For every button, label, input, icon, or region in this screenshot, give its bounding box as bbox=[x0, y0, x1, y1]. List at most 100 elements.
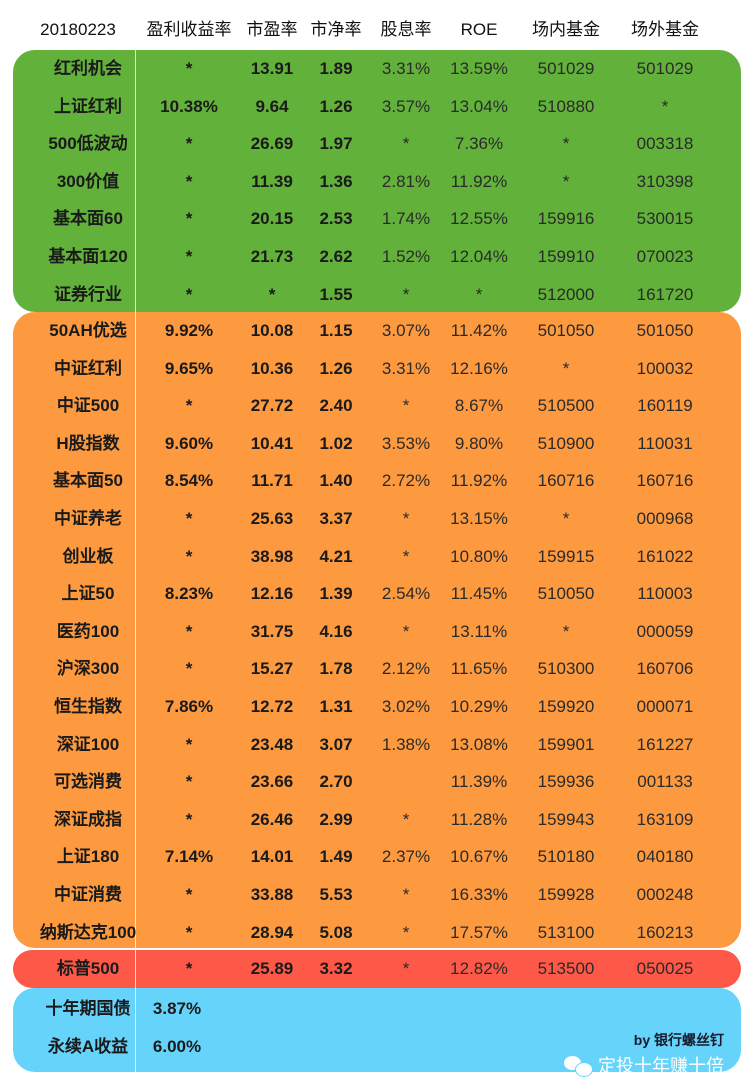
cell-roe: 11.92% bbox=[450, 171, 508, 191]
table-row: 深证100 * 23.48 3.07 1.38% 13.08% 159901 161227 bbox=[0, 726, 756, 764]
cell-exchange-fund: 510500 bbox=[537, 396, 595, 416]
date-header: 20180223 bbox=[40, 20, 116, 39]
table-row: 十年期国债 3.87% bbox=[0, 990, 756, 1028]
cell-otc-fund: 040180 bbox=[636, 847, 694, 867]
cell-otc-fund: 161022 bbox=[636, 546, 694, 566]
cell-pe: * bbox=[268, 284, 276, 304]
col-header-dividend-yield: 股息率 bbox=[380, 20, 432, 39]
cell-pb: 1.78 bbox=[319, 659, 353, 679]
watermark-brand: 定投十年赚十倍 bbox=[564, 1052, 724, 1078]
table-row: 中证500 * 27.72 2.40 * 8.67% 510500 160119 bbox=[0, 387, 756, 425]
table-row: 上证50 8.23% 12.16 1.39 2.54% 11.45% 510050 11000… bbox=[0, 575, 756, 613]
cell-pb: 3.32 bbox=[319, 959, 353, 978]
cell-index-name: 50AH优选 bbox=[49, 321, 127, 340]
cell-pb: 1.31 bbox=[319, 697, 353, 716]
cell-otc-fund: 160119 bbox=[637, 396, 693, 416]
cell-pb: 2.99 bbox=[319, 809, 353, 829]
col-header-roe: ROE bbox=[460, 20, 498, 39]
cell-roe: 10.80% bbox=[450, 546, 508, 566]
cell-pb: 1.89 bbox=[319, 59, 353, 78]
cell-otc-fund: 000968 bbox=[636, 509, 694, 528]
cell-pb: 3.07 bbox=[319, 734, 353, 754]
table-row: 500低波动 * 26.69 1.97 * 7.36% * 003318 bbox=[0, 125, 756, 163]
cell-earnings-yield: 9.92% bbox=[164, 321, 214, 340]
cell-pb: 1.55 bbox=[319, 284, 353, 304]
table-row: 上证红利 10.38% 9.64 1.26 3.57% 13.04% 510880 * bbox=[0, 88, 756, 126]
cell-index-name: 深证100 bbox=[56, 734, 120, 754]
cell-otc-fund: 050025 bbox=[636, 959, 694, 978]
cell-dividend-yield: 2.81% bbox=[381, 171, 431, 191]
cell-pe: 9.64 bbox=[255, 96, 289, 116]
cell-earnings-yield: * bbox=[185, 59, 193, 78]
cell-pb: 5.53 bbox=[319, 885, 353, 904]
cell-exchange-fund: * bbox=[562, 358, 570, 378]
cell-otc-fund: 003318 bbox=[636, 134, 694, 154]
cell-dividend-yield: * bbox=[402, 809, 410, 829]
cell-dividend-yield: * bbox=[402, 134, 410, 154]
cell-exchange-fund: 510180 bbox=[537, 847, 595, 867]
cell-earnings-yield: 10.38% bbox=[160, 96, 218, 116]
cell-dividend-yield: * bbox=[402, 284, 410, 304]
cell-index-name: 基本面120 bbox=[48, 247, 128, 266]
cell-otc-fund: 161720 bbox=[636, 284, 694, 304]
cell-earnings-yield: * bbox=[185, 171, 193, 191]
cell-dividend-yield: 3.31% bbox=[381, 59, 431, 78]
cell-otc-fund: 000248 bbox=[636, 885, 694, 904]
cell-earnings-yield: * bbox=[185, 247, 193, 266]
cell-roe: 11.45% bbox=[450, 584, 508, 604]
cell-dividend-yield: * bbox=[402, 885, 410, 904]
cell-roe: 12.82% bbox=[450, 959, 508, 978]
cell-pb: 1.15 bbox=[319, 321, 353, 340]
cell-exchange-fund: 159936 bbox=[537, 772, 595, 792]
table-row: 深证成指 * 26.46 2.99 * 11.28% 159943 163109 bbox=[0, 801, 756, 839]
cell-index-name: 纳斯达克100 bbox=[39, 922, 137, 942]
cell-index-name: 基本面50 bbox=[53, 471, 123, 491]
cell-roe: 17.57% bbox=[450, 922, 508, 942]
cell-exchange-fund: * bbox=[562, 621, 570, 641]
cell-pe: 23.48 bbox=[250, 734, 294, 754]
cell-roe: 11.28% bbox=[450, 809, 508, 829]
cell-exchange-fund: 510880 bbox=[537, 96, 595, 116]
cell-index-name: 基本面60 bbox=[53, 209, 123, 229]
cell-pe: 11.71 bbox=[251, 471, 293, 491]
cell-earnings-yield: 6.00% bbox=[152, 1036, 202, 1056]
cell-pe: 26.69 bbox=[250, 134, 294, 154]
cell-index-name: 标普500 bbox=[56, 959, 120, 978]
cell-roe: * bbox=[475, 284, 483, 304]
cell-index-name: 中证500 bbox=[56, 396, 120, 416]
table-row: H股指数 9.60% 10.41 1.02 3.53% 9.80% 510900 110031 bbox=[0, 425, 756, 463]
cell-dividend-yield: * bbox=[402, 959, 410, 978]
cell-earnings-yield: * bbox=[185, 284, 193, 304]
table-row: 上证180 7.14% 14.01 1.49 2.37% 10.67% 510180 0401… bbox=[0, 838, 756, 876]
cell-index-name: 中证红利 bbox=[54, 358, 122, 378]
cell-exchange-fund: 160716 bbox=[537, 471, 595, 491]
cell-index-name: 医药100 bbox=[56, 621, 120, 641]
cell-otc-fund: 110003 bbox=[637, 584, 693, 604]
cell-roe: 10.29% bbox=[450, 697, 508, 716]
cell-otc-fund: 110031 bbox=[637, 433, 693, 453]
cell-pe: 23.66 bbox=[250, 772, 294, 792]
cell-pe: 12.16 bbox=[250, 584, 294, 604]
cell-dividend-yield: 2.72% bbox=[381, 471, 431, 491]
cell-pb: 1.26 bbox=[319, 358, 353, 378]
cell-roe: 7.36% bbox=[454, 134, 504, 154]
cell-exchange-fund: 159920 bbox=[537, 697, 595, 716]
watermark: by 银行螺丝钉 定投十年赚十倍 bbox=[564, 1030, 724, 1078]
cell-otc-fund: 160706 bbox=[636, 659, 694, 679]
cell-roe: 13.08% bbox=[450, 734, 508, 754]
cell-exchange-fund: * bbox=[562, 509, 570, 528]
cell-pe: 10.36 bbox=[250, 358, 294, 378]
cell-pe: 10.41 bbox=[250, 433, 294, 453]
cell-pb: 1.49 bbox=[319, 847, 353, 867]
cell-earnings-yield: 9.60% bbox=[164, 433, 214, 453]
cell-otc-fund: 100032 bbox=[636, 358, 694, 378]
cell-dividend-yield: 1.38% bbox=[381, 734, 431, 754]
cell-roe: 12.16% bbox=[450, 358, 508, 378]
cell-index-name: 证券行业 bbox=[54, 284, 122, 304]
cell-index-name: 深证成指 bbox=[54, 809, 122, 829]
cell-earnings-yield: 9.65% bbox=[164, 358, 214, 378]
col-header-otc-fund: 场外基金 bbox=[631, 20, 699, 39]
table-row: 证券行业 * * 1.55 * * 512000 161720 bbox=[0, 276, 756, 314]
cell-roe: 16.33% bbox=[450, 885, 508, 904]
group-green-background bbox=[13, 50, 741, 312]
